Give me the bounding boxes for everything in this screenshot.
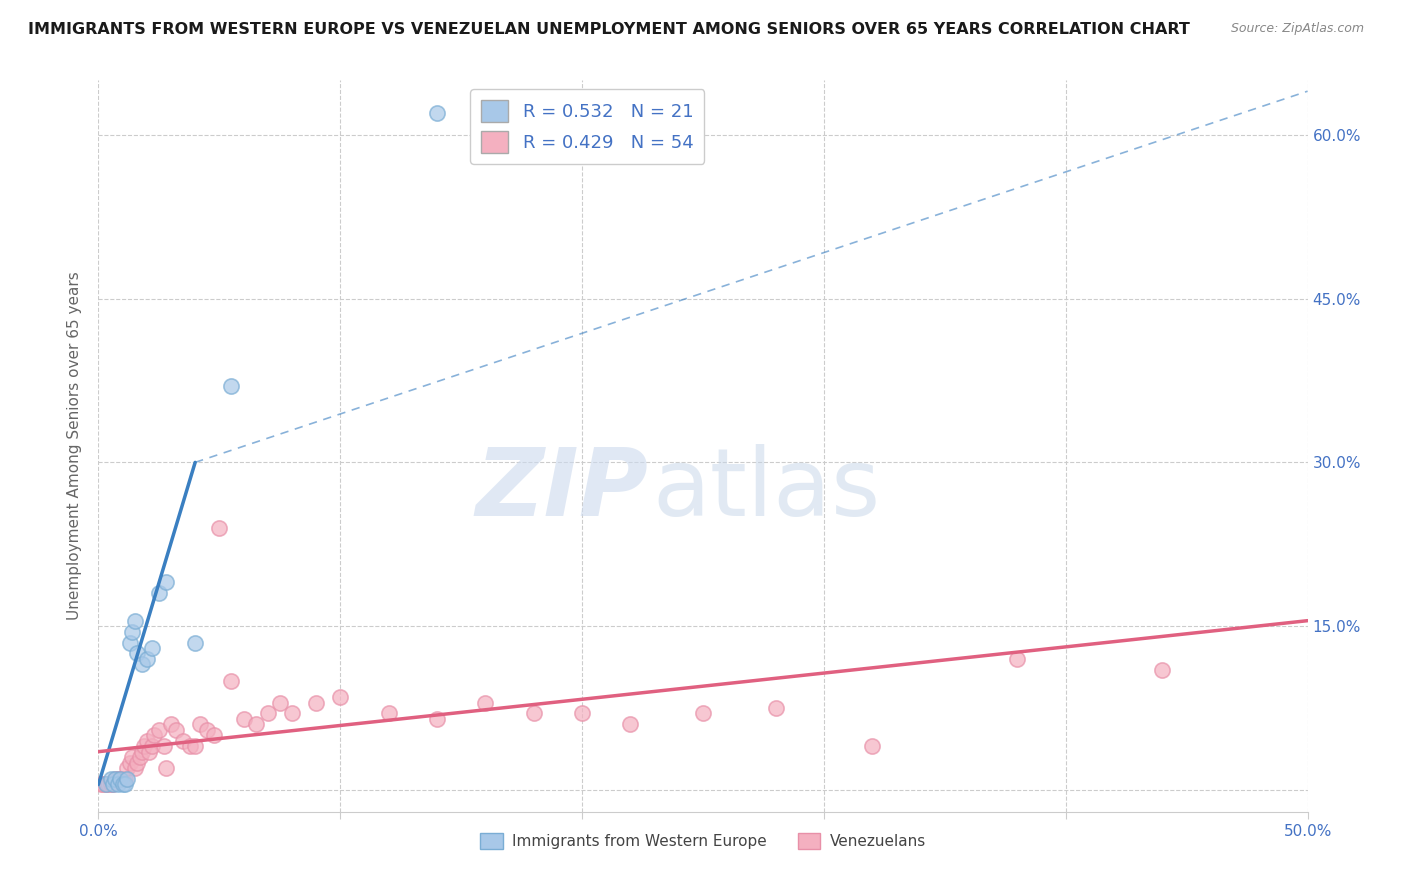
Point <box>155 761 177 775</box>
Point <box>118 756 141 770</box>
Point <box>256 706 278 721</box>
Point <box>117 761 139 775</box>
Point <box>221 673 243 688</box>
Point <box>269 696 291 710</box>
Point <box>160 717 183 731</box>
Point <box>124 761 146 775</box>
Point <box>172 733 194 747</box>
Point <box>195 723 218 737</box>
Point <box>91 777 114 791</box>
Point <box>148 723 170 737</box>
Point <box>1152 663 1174 677</box>
Point <box>117 772 139 786</box>
Point <box>135 652 157 666</box>
Point <box>232 712 254 726</box>
Point <box>111 772 134 786</box>
Point <box>101 777 124 791</box>
Point <box>523 706 546 721</box>
Point <box>305 696 328 710</box>
Point <box>474 696 496 710</box>
Point <box>127 756 149 770</box>
Legend: Immigrants from Western Europe, Venezuelans: Immigrants from Western Europe, Venezuel… <box>474 827 932 855</box>
Point <box>131 745 153 759</box>
Point <box>97 777 120 791</box>
Point <box>860 739 883 754</box>
Point <box>141 739 163 754</box>
Point <box>179 739 201 754</box>
Point <box>100 777 122 791</box>
Point <box>148 586 170 600</box>
Point <box>127 647 149 661</box>
Point <box>94 777 117 791</box>
Point <box>108 772 131 786</box>
Text: IMMIGRANTS FROM WESTERN EUROPE VS VENEZUELAN UNEMPLOYMENT AMONG SENIORS OVER 65 : IMMIGRANTS FROM WESTERN EUROPE VS VENEZU… <box>28 22 1189 37</box>
Point <box>108 772 131 786</box>
Point <box>204 728 226 742</box>
Point <box>143 728 166 742</box>
Point <box>104 772 127 786</box>
Point <box>619 717 641 731</box>
Point <box>329 690 352 704</box>
Y-axis label: Unemployment Among Seniors over 65 years: Unemployment Among Seniors over 65 years <box>67 272 83 620</box>
Point <box>128 750 150 764</box>
Point <box>281 706 304 721</box>
Point <box>692 706 714 721</box>
Point <box>107 772 129 786</box>
Point <box>121 624 143 639</box>
Point <box>100 772 122 786</box>
Point <box>121 750 143 764</box>
Text: ZIP: ZIP <box>475 444 648 536</box>
Point <box>131 657 153 672</box>
Point <box>184 739 207 754</box>
Point <box>138 745 160 759</box>
Point <box>135 733 157 747</box>
Point <box>571 706 593 721</box>
Point <box>124 614 146 628</box>
Point <box>141 640 163 655</box>
Point <box>101 777 124 791</box>
Point <box>184 635 207 649</box>
Point <box>426 712 449 726</box>
Point <box>94 777 117 791</box>
Point <box>118 635 141 649</box>
Point <box>134 739 156 754</box>
Point <box>155 575 177 590</box>
Point <box>765 701 787 715</box>
Text: atlas: atlas <box>652 444 880 536</box>
Point <box>1007 652 1029 666</box>
Point <box>221 379 243 393</box>
Point <box>114 777 136 791</box>
Point <box>90 777 112 791</box>
Point <box>188 717 211 731</box>
Point <box>245 717 267 731</box>
Point <box>377 706 399 721</box>
Point <box>107 777 129 791</box>
Point <box>152 739 174 754</box>
Point <box>208 521 231 535</box>
Point <box>104 772 127 786</box>
Point <box>114 772 136 786</box>
Point <box>426 106 449 120</box>
Point <box>111 777 134 791</box>
Point <box>165 723 187 737</box>
Text: Source: ZipAtlas.com: Source: ZipAtlas.com <box>1230 22 1364 36</box>
